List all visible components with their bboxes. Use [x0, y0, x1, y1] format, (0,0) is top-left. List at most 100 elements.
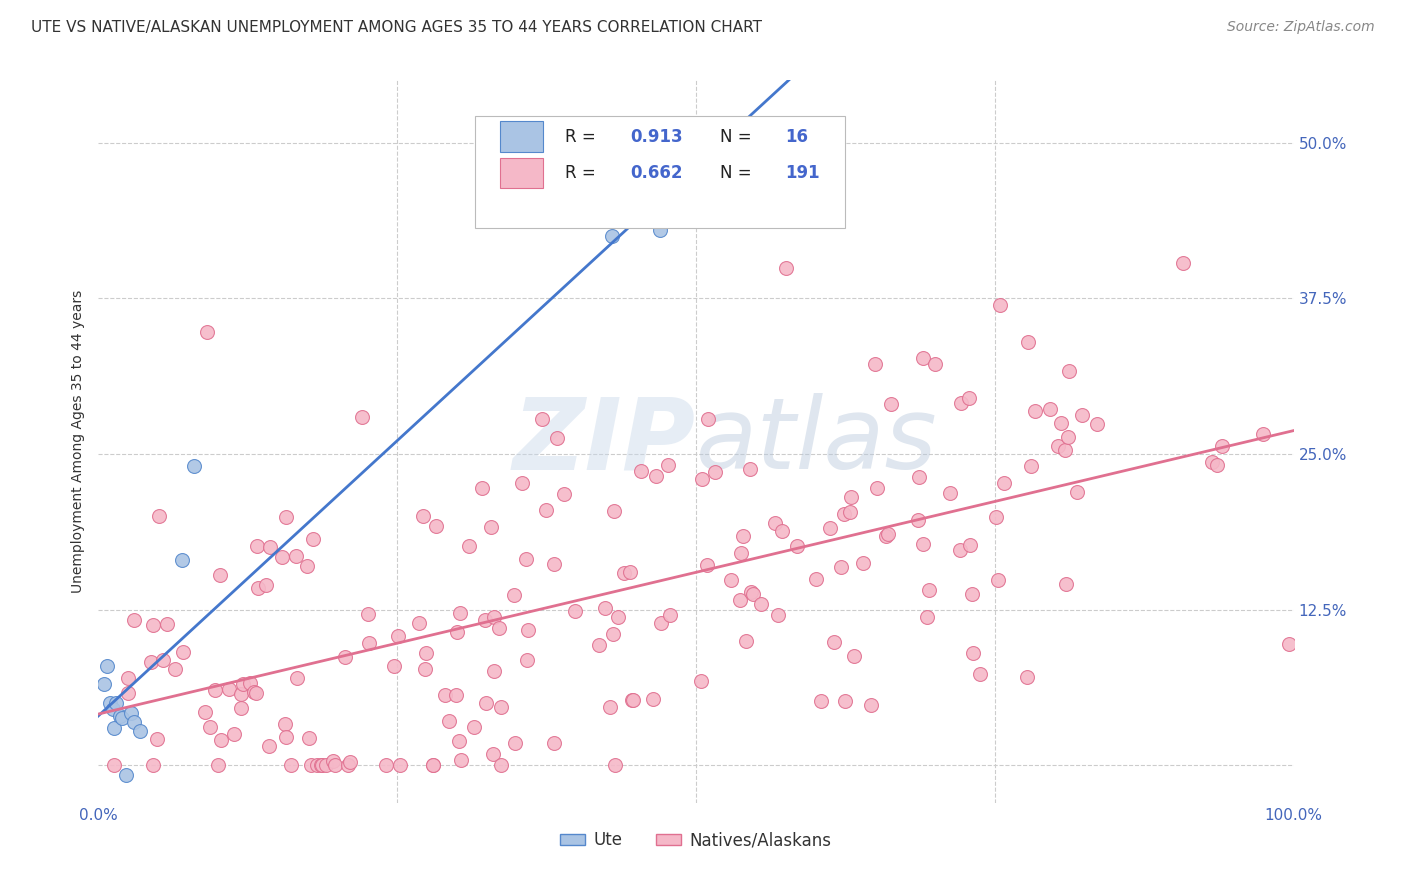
Point [503, 588, 526, 602]
Point [141, 655, 163, 669]
Point [912, 537, 935, 551]
Point [446, 688, 468, 702]
Point [280, 758, 302, 772]
Point [863, 357, 886, 371]
Point [339, 755, 361, 769]
Point [697, 411, 720, 425]
Point [103, 758, 125, 772]
Point [129, 723, 152, 738]
Point [301, 758, 323, 772]
Point [939, 486, 962, 500]
Point [1039, 402, 1062, 417]
Text: UTE VS NATIVE/ALASKAN UNEMPLOYMENT AMONG AGES 35 TO 44 YEARS CORRELATION CHART: UTE VS NATIVE/ALASKAN UNEMPLOYMENT AMONG… [31, 20, 762, 35]
Point [259, 541, 281, 555]
Point [735, 634, 758, 648]
Point [588, 638, 610, 652]
Point [775, 260, 797, 275]
Point [482, 664, 505, 678]
Point [696, 558, 718, 572]
Point [142, 758, 165, 772]
Point [692, 472, 714, 486]
Point [172, 553, 194, 567]
Point [232, 676, 254, 690]
Point [422, 758, 444, 772]
Point [512, 476, 534, 491]
Point [993, 476, 1015, 491]
Point [120, 706, 142, 720]
Point [357, 636, 380, 650]
Point [146, 732, 169, 747]
Point [1251, 427, 1274, 442]
Point [720, 573, 742, 587]
Point [988, 298, 1011, 312]
Point [231, 701, 253, 715]
Point [740, 461, 762, 475]
Text: N =: N = [720, 164, 756, 182]
Point [259, 739, 281, 753]
Point [156, 617, 179, 632]
Point [475, 696, 498, 710]
Point [284, 549, 307, 564]
Point [606, 610, 628, 624]
Text: atlas: atlas [696, 393, 938, 490]
Point [619, 566, 641, 580]
Point [543, 557, 565, 571]
Point [101, 702, 124, 716]
Point [949, 543, 972, 558]
Point [1024, 404, 1046, 418]
Point [239, 676, 262, 690]
Point [305, 758, 328, 772]
Point [740, 585, 762, 599]
Point [433, 688, 456, 702]
Point [382, 659, 405, 673]
Point [194, 705, 217, 719]
Point [352, 410, 374, 425]
Point [389, 758, 412, 772]
Point [915, 610, 938, 624]
Point [1085, 417, 1108, 431]
FancyBboxPatch shape [501, 121, 543, 152]
Point [770, 524, 793, 538]
Point [412, 508, 434, 523]
Point [1053, 443, 1076, 458]
Point [645, 468, 668, 483]
Point [689, 674, 711, 689]
Text: 0.913: 0.913 [630, 128, 683, 145]
Point [503, 736, 526, 750]
Point [446, 624, 468, 639]
Point [730, 592, 752, 607]
Point [309, 758, 332, 772]
Point [786, 539, 808, 553]
Point [534, 503, 557, 517]
Point [450, 754, 472, 768]
Point [471, 481, 494, 495]
Point [841, 490, 863, 504]
Point [613, 566, 636, 580]
Point [93, 677, 115, 691]
Point [415, 646, 437, 660]
Point [834, 507, 856, 521]
Point [322, 754, 344, 768]
Point [852, 557, 875, 571]
Point [437, 714, 460, 728]
Point [564, 604, 586, 618]
Point [375, 758, 398, 772]
Point [658, 607, 681, 622]
Point [602, 627, 624, 641]
Point [804, 572, 827, 586]
Point [1050, 416, 1073, 430]
Point [463, 720, 485, 734]
Point [1278, 637, 1301, 651]
Text: Source: ZipAtlas.com: Source: ZipAtlas.com [1227, 20, 1375, 34]
Point [208, 568, 231, 582]
Point [447, 734, 470, 748]
Point [422, 758, 444, 772]
Point [222, 727, 245, 741]
Point [949, 396, 972, 410]
Point [599, 700, 621, 714]
Point [546, 431, 568, 445]
Point [517, 623, 540, 637]
Point [1059, 364, 1081, 378]
Point [408, 615, 430, 630]
Point [325, 758, 347, 772]
